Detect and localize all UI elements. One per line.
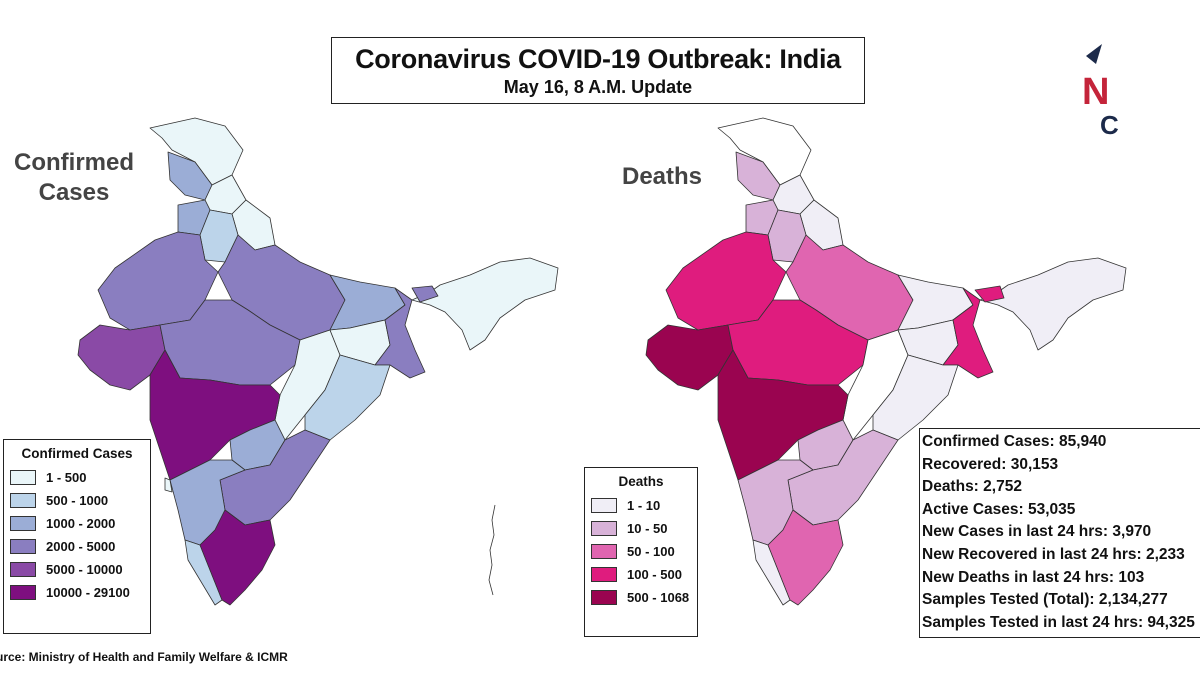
deaths-legend-swatch (591, 544, 617, 559)
confirmed-legend-item: 10000 - 29100 (10, 581, 150, 604)
stat-line: Active Cases: 53,035 (922, 500, 1076, 518)
confirmed-legend-swatch (10, 516, 36, 531)
region-karnataka (169, 459, 246, 546)
confirmed-legend-swatch (10, 470, 36, 485)
deaths-legend-item: 500 - 1068 (591, 586, 697, 609)
region-tamil-nadu (199, 509, 276, 606)
region-north-east (411, 257, 559, 351)
stats-box: Confirmed Cases: 85,940 Recovered: 30,153… (919, 428, 1200, 638)
deaths-legend-label: 100 - 500 (627, 567, 682, 582)
nc-logo: N C (1082, 44, 1119, 138)
deaths-legend: Deaths 1 - 10 10 - 50 50 - 100 100 - 500 500… (584, 467, 698, 637)
confirmed-legend-item: 1 - 500 (10, 466, 150, 489)
deaths-legend-swatch (591, 567, 617, 582)
stat-line: Samples Tested (Total): 2,134,277 (922, 591, 1168, 609)
confirmed-legend-swatch (10, 585, 36, 600)
death-region-odisha (872, 354, 959, 441)
confirmed-legend-swatch (10, 493, 36, 508)
confirmed-legend: Confirmed Cases 1 - 500 500 - 1000 1000 - … (3, 439, 151, 634)
stat-line: New Deaths in last 24 hrs: 103 (922, 568, 1145, 586)
confirmed-legend-label: 5000 - 10000 (46, 562, 123, 577)
stat-line: Confirmed Cases: 85,940 (922, 433, 1107, 450)
confirmed-legend-item: 2000 - 5000 (10, 535, 150, 558)
logo-letter-c: C (1100, 110, 1119, 138)
confirmed-legend-swatch (10, 562, 36, 577)
page-subtitle: May 16, 8 A.M. Update (503, 77, 693, 97)
deaths-legend-swatch (591, 498, 617, 513)
source-note: urce: Ministry of Health and Family Welf… (0, 650, 288, 664)
deaths-map-label: Deaths (621, 163, 703, 190)
deaths-legend-item: 1 - 10 (591, 494, 697, 517)
confirmed-legend-item: 500 - 1000 (10, 489, 150, 512)
logo-mark (1086, 44, 1102, 64)
confirmed-legend-label: 2000 - 5000 (46, 539, 116, 554)
deaths-map (645, 117, 1127, 606)
region-west-bengal (374, 287, 426, 379)
confirmed-legend-label: 10000 - 29100 (46, 585, 130, 600)
death-region-tamil-nadu (767, 509, 844, 606)
deaths-legend-title: Deaths (618, 474, 664, 489)
deaths-legend-item: 50 - 100 (591, 540, 697, 563)
confirmed-legend-swatch (10, 539, 36, 554)
confirmed-legend-label: 1000 - 2000 (46, 516, 116, 531)
confirmed-legend-item: 5000 - 10000 (10, 558, 150, 581)
stat-line: Recovered: 30,153 (922, 455, 1059, 473)
death-region-west-bengal (942, 287, 994, 379)
confirmed-map-label: Confirmed Cases (14, 149, 134, 206)
death-region-sikkim-north-wb (974, 285, 1005, 303)
confirmed-legend-label: 500 - 1000 (46, 493, 109, 508)
stat-line: Samples Tested in last 24 hrs: 94,325 (922, 613, 1195, 631)
deaths-legend-label: 50 - 100 (627, 544, 675, 559)
deaths-legend-label: 10 - 50 (627, 521, 668, 536)
logo-letter-n: N (1082, 71, 1109, 113)
deaths-legend-label: 500 - 1068 (627, 590, 690, 605)
page-title: Coronavirus COVID-19 Outbreak: India (355, 44, 841, 74)
region-goa (164, 477, 173, 493)
deaths-legend-swatch (591, 521, 617, 536)
stat-line: Deaths: 2,752 (922, 478, 1022, 496)
deaths-legend-swatch (591, 590, 617, 605)
region-sikkim-north-wb (411, 285, 439, 303)
confirmed-cases-map (77, 117, 559, 606)
deaths-legend-item: 100 - 500 (591, 563, 697, 586)
title-box: Coronavirus COVID-19 Outbreak: India May… (331, 37, 865, 104)
death-region-north-east (979, 257, 1127, 351)
stat-line: New Cases in last 24 hrs: 3,970 (922, 523, 1152, 541)
confirmed-legend-title: Confirmed Cases (21, 446, 133, 461)
confirmed-legend-label: 1 - 500 (46, 470, 87, 485)
deaths-legend-item: 10 - 50 (591, 517, 697, 540)
stat-line: New Recovered in last 24 hrs: 2,233 (922, 545, 1185, 563)
region-odisha (304, 354, 391, 441)
death-region-karnataka (737, 459, 814, 546)
deaths-legend-label: 1 - 10 (627, 498, 661, 513)
confirmed-legend-item: 1000 - 2000 (10, 512, 150, 535)
